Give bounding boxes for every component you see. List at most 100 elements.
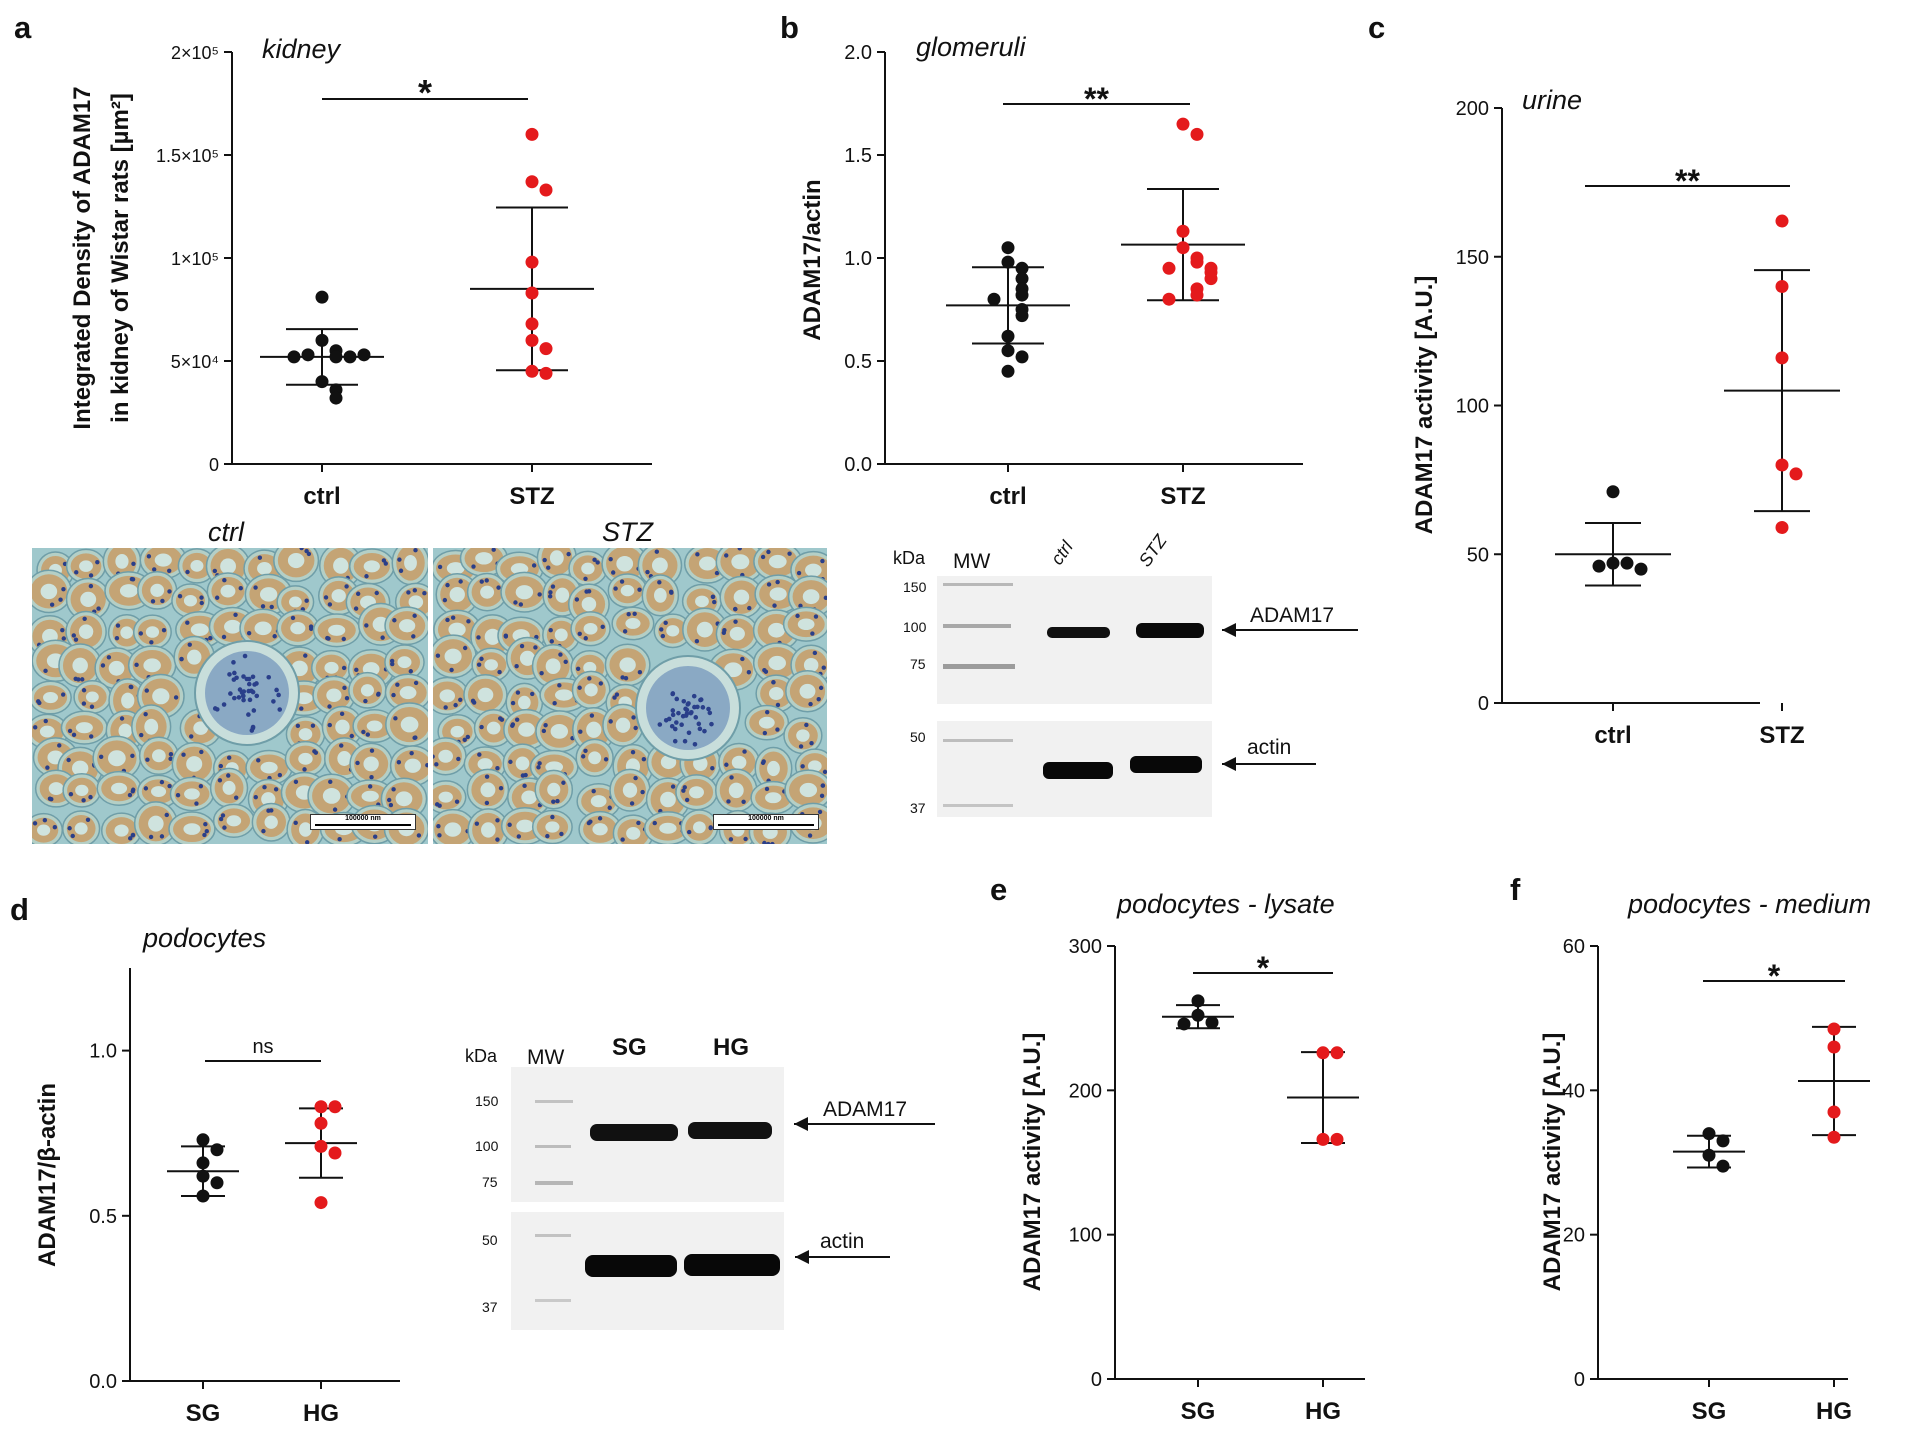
nucleus: [470, 698, 476, 704]
nucleus: [484, 800, 490, 806]
nucleus: [337, 836, 342, 842]
y-axis-label: ADAM17 activity [A.U.]: [1411, 276, 1438, 535]
nucleus: [416, 833, 422, 838]
nucleus: [49, 797, 54, 802]
nucleus: [816, 697, 821, 702]
nucleus: [514, 717, 520, 722]
blot-d-lane-sg: SG: [612, 1034, 647, 1061]
tubule-lumen: [186, 756, 203, 772]
y-tick-label: 300: [1069, 936, 1102, 958]
nucleus: [449, 667, 454, 673]
nucleus: [246, 630, 252, 636]
nucleus: [130, 832, 136, 838]
nucleus: [514, 664, 519, 669]
tubule-lumen: [288, 596, 302, 608]
data-point-sg: [196, 1133, 210, 1147]
tubule-lumen: [80, 591, 97, 608]
nucleus: [822, 769, 827, 775]
blot-d-marker-150: 150: [475, 1093, 499, 1109]
nucleus: [462, 645, 468, 651]
tubule-lumen: [298, 728, 313, 741]
nucleus: [462, 737, 467, 743]
nucleus: [422, 591, 427, 596]
nucleus: [537, 761, 542, 766]
nucleus: [266, 808, 271, 813]
tubule-lumen: [797, 618, 815, 631]
tubule-lumen: [767, 760, 780, 777]
tubule-lumen: [728, 782, 744, 799]
scale-bar-ctrl: 100000 nm: [310, 814, 416, 830]
nucleus: [798, 603, 803, 609]
data-point-hg: [1827, 1022, 1841, 1036]
tubule-lumen: [731, 755, 747, 770]
nucleus: [537, 592, 542, 597]
chart-title: glomeruli: [916, 32, 1027, 62]
nucleus: [74, 570, 79, 575]
tubule-lumen: [696, 621, 713, 638]
nucleus: [304, 548, 309, 554]
nucleus: [369, 748, 375, 753]
tubule-lumen: [257, 562, 272, 575]
glomerular-nucleus: [212, 706, 218, 711]
x-tick-label-stz: STZ: [509, 483, 554, 510]
tubule-lumen: [187, 649, 202, 665]
nucleus: [503, 634, 509, 639]
blot-d-band-actin-sg: [585, 1255, 677, 1277]
y-axis-label: ADAM17/actin: [799, 179, 826, 340]
nucleus: [349, 733, 354, 739]
nucleus: [313, 750, 319, 755]
tubule-lumen: [666, 625, 680, 637]
chart-f: 0 20 40 60 SG HG podocytes - medium ADAM17 acti…: [1539, 889, 1871, 1425]
tubule-lumen: [584, 683, 598, 697]
tubule-lumen: [521, 790, 537, 805]
nucleus: [302, 767, 307, 772]
nucleus: [393, 716, 398, 721]
nucleus: [168, 752, 174, 757]
panel-letter-b: b: [780, 10, 799, 45]
nucleus: [341, 665, 347, 671]
nucleus: [143, 786, 149, 791]
tubule-lumen: [363, 756, 379, 772]
nucleus: [220, 813, 226, 818]
tubule-lumen: [545, 761, 564, 773]
nucleus: [577, 631, 582, 636]
nucleus: [397, 557, 402, 562]
nucleus: [714, 570, 720, 576]
tubule-lumen: [615, 717, 631, 733]
x-tick-label-hg: HG: [303, 1400, 339, 1427]
nucleus: [479, 579, 484, 584]
nucleus: [608, 719, 613, 724]
nucleus: [138, 631, 144, 636]
nucleus: [558, 652, 563, 657]
tubule-lumen: [335, 719, 350, 735]
significance-label: *: [418, 72, 432, 113]
nucleus: [413, 680, 419, 686]
nucleus: [217, 778, 223, 783]
tubule-lumen: [475, 552, 493, 565]
nucleus: [256, 758, 261, 763]
glomerular-nucleus: [686, 730, 692, 736]
nucleus: [577, 685, 582, 690]
nucleus: [380, 635, 385, 640]
tubule-lumen: [254, 621, 272, 636]
y-tick-label: 0.5: [89, 1206, 117, 1228]
tubule-lumen: [107, 750, 126, 767]
glomerular-nucleus: [254, 693, 260, 699]
data-point-ctrl: [1634, 562, 1648, 576]
glomerular-nucleus: [236, 695, 242, 700]
nucleus: [495, 765, 500, 771]
nucleus: [175, 792, 181, 798]
nucleus: [629, 801, 635, 806]
data-point-sg: [210, 1143, 224, 1157]
nucleus: [214, 595, 220, 600]
nucleus: [519, 643, 525, 649]
nucleus: [269, 604, 274, 610]
nucleus: [820, 783, 826, 788]
nucleus: [168, 756, 173, 762]
nucleus: [712, 599, 717, 605]
tubule-lumen: [519, 650, 536, 666]
micrograph-stz: [433, 548, 827, 844]
data-point-hg: [328, 1146, 342, 1160]
data-point-ctrl: [357, 348, 371, 362]
nucleus: [550, 584, 556, 589]
